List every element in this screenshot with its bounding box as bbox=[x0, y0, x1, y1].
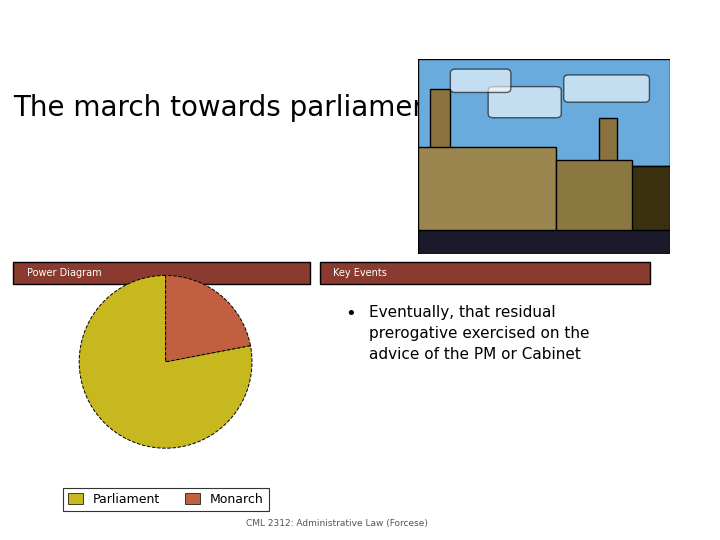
FancyBboxPatch shape bbox=[599, 118, 616, 234]
Text: Key Events: Key Events bbox=[333, 268, 387, 278]
Text: The march towards parliamentary sovereignty: The march towards parliamentary sovereig… bbox=[14, 94, 658, 122]
Wedge shape bbox=[79, 275, 252, 448]
Text: CML 2312: Administrative Law (Forcese): CML 2312: Administrative Law (Forcese) bbox=[246, 519, 428, 528]
FancyBboxPatch shape bbox=[431, 89, 451, 234]
Legend: Parliament, Monarch: Parliament, Monarch bbox=[63, 488, 269, 511]
Text: •: • bbox=[346, 305, 356, 323]
FancyBboxPatch shape bbox=[418, 147, 556, 234]
FancyBboxPatch shape bbox=[564, 75, 649, 102]
FancyBboxPatch shape bbox=[320, 262, 649, 284]
FancyBboxPatch shape bbox=[418, 59, 670, 166]
FancyBboxPatch shape bbox=[556, 160, 632, 234]
FancyBboxPatch shape bbox=[418, 166, 670, 254]
Wedge shape bbox=[166, 275, 251, 362]
FancyBboxPatch shape bbox=[418, 231, 670, 254]
Text: SETTING THE STAGE: SETTING THE STAGE bbox=[690, 199, 703, 341]
FancyBboxPatch shape bbox=[451, 69, 510, 92]
FancyBboxPatch shape bbox=[488, 86, 561, 118]
Text: Eventually, that residual
prerogative exercised on the
advice of the PM or Cabin: Eventually, that residual prerogative ex… bbox=[369, 305, 589, 362]
Text: The Public Law Setting: The Public Law Setting bbox=[10, 22, 128, 32]
Text: Power Diagram: Power Diagram bbox=[27, 268, 102, 278]
FancyBboxPatch shape bbox=[14, 262, 310, 284]
